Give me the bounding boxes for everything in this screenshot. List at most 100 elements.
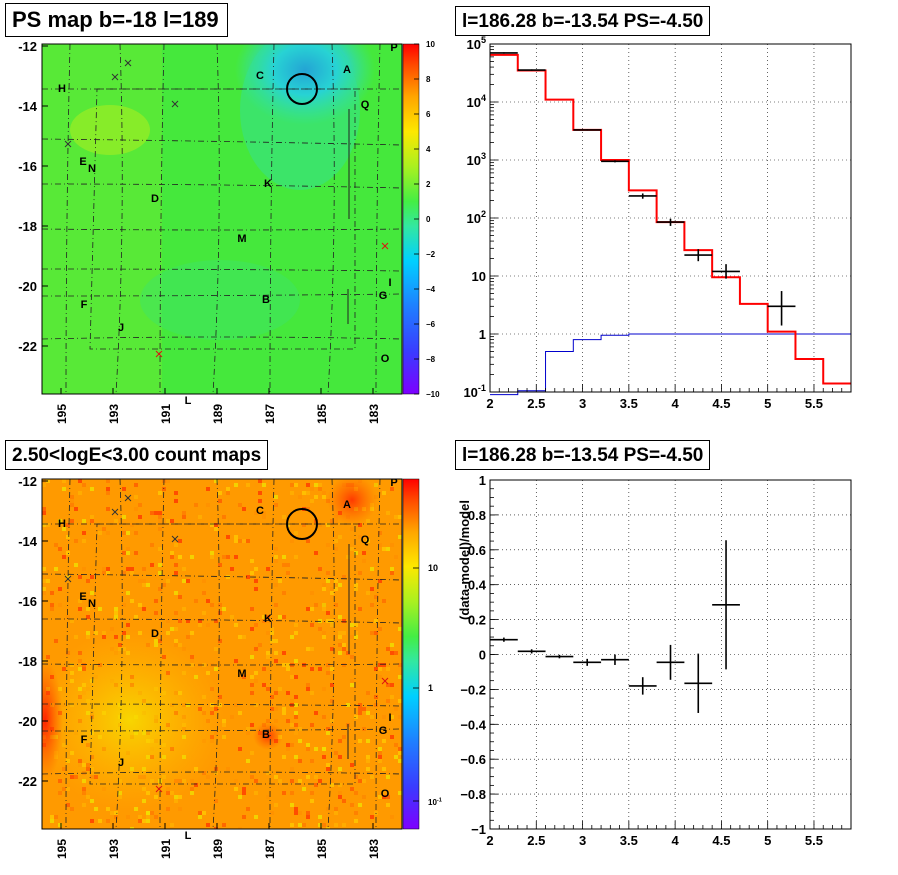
count-map: P A C H Q EN K D M IG B F J O -12 -14 -16 -18 -20 -22 195 19… (18, 474, 403, 859)
count-pixel (282, 563, 286, 567)
count-pixel (74, 563, 78, 567)
source-label-q: Q (361, 534, 370, 546)
count-pixel (238, 503, 242, 507)
count-pixel (174, 627, 178, 631)
count-pixel (274, 707, 278, 711)
count-pixel (90, 487, 94, 491)
count-pixel (250, 683, 254, 687)
count-pixel (90, 515, 94, 519)
count-pixel (306, 687, 310, 691)
count-pixel (242, 539, 246, 543)
count-pixel (394, 651, 398, 655)
y-tick-label: -12 (18, 474, 37, 489)
count-pixel (98, 607, 102, 611)
count-pixel (314, 603, 318, 607)
count-pixel (174, 563, 178, 567)
count-pixel (166, 631, 170, 635)
count-pixel (66, 615, 70, 619)
count-pixel (342, 575, 346, 579)
count-pixel (54, 639, 58, 643)
count-pixel (86, 607, 90, 611)
count-pixel (306, 647, 310, 651)
count-pixel (210, 555, 214, 559)
count-pixel (234, 787, 238, 791)
count-pixel (390, 651, 394, 655)
count-pixel (174, 639, 178, 643)
count-pixel (242, 787, 246, 791)
count-pixel (58, 547, 62, 551)
count-pixel (258, 643, 262, 647)
count-pixel (238, 795, 242, 799)
count-pixel (354, 631, 358, 635)
count-pixel (386, 683, 390, 687)
count-pixel (342, 647, 346, 651)
x-marker (155, 785, 163, 793)
x-marker-stroke (124, 494, 132, 502)
x-tick-label: 4.5 (712, 396, 730, 411)
residual-point (656, 644, 685, 680)
count-pixel (350, 635, 354, 639)
count-pixel (126, 567, 130, 571)
count-pixel (330, 623, 334, 627)
count-pixel (330, 647, 334, 651)
count-pixel (126, 591, 130, 595)
x-marker (64, 575, 72, 583)
grid-line-lon (115, 43, 123, 395)
count-pixel (214, 827, 218, 829)
count-pixel (334, 811, 338, 815)
count-pixel (382, 547, 386, 551)
x-marker-stroke (64, 140, 72, 148)
count-pixel (106, 567, 110, 571)
count-pixel (338, 755, 342, 759)
count-pixel (290, 723, 294, 727)
count-pixel (250, 607, 254, 611)
x-tick-label: 183 (367, 404, 381, 424)
x-marker-stroke (155, 785, 163, 793)
count-pixel (198, 815, 202, 819)
x-marker (64, 140, 72, 148)
source-label-n: N (88, 163, 96, 175)
count-pixel (182, 515, 186, 519)
count-pixel (130, 571, 134, 575)
count-pixel (294, 755, 298, 759)
count-pixel (346, 555, 350, 559)
count-pixel (322, 715, 326, 719)
count-pixel (334, 547, 338, 551)
count-pixel (282, 615, 286, 619)
x-tick-label: 183 (367, 839, 381, 859)
count-pixel (374, 695, 378, 699)
count-pixel (266, 651, 270, 655)
source-label-k: K (264, 178, 272, 190)
count-pixel (330, 619, 334, 623)
count-pixel (158, 563, 162, 567)
count-pixel (250, 675, 254, 679)
count-pixel (254, 779, 258, 783)
region-box (89, 88, 356, 350)
count-pixel (306, 483, 310, 487)
count-pixel (314, 783, 318, 787)
count-pixel (110, 627, 114, 631)
x-tick-label: 2 (486, 396, 493, 411)
source-label-d: D (151, 193, 159, 205)
count-pixel (170, 823, 174, 827)
count-pixel (50, 607, 54, 611)
count-pixel (342, 619, 346, 623)
count-pixel (298, 779, 302, 783)
count-pixel (294, 695, 298, 699)
count-pixel (162, 583, 166, 587)
x-tick-label: 5.5 (805, 396, 823, 411)
count-pixel (50, 819, 54, 823)
x-axis-label: L (185, 830, 192, 842)
count-pixel (70, 499, 74, 503)
y-tick-label: 0.4 (468, 578, 487, 593)
count-pixel (94, 807, 98, 811)
count-pixel (202, 811, 206, 815)
y-tick-label: −1 (471, 822, 486, 837)
count-pixel (142, 583, 146, 587)
residual-point (517, 649, 546, 654)
y-tick-label: -12 (18, 39, 37, 54)
count-pixel (330, 699, 334, 703)
count-pixel (322, 587, 326, 591)
count-pixel (350, 527, 354, 531)
